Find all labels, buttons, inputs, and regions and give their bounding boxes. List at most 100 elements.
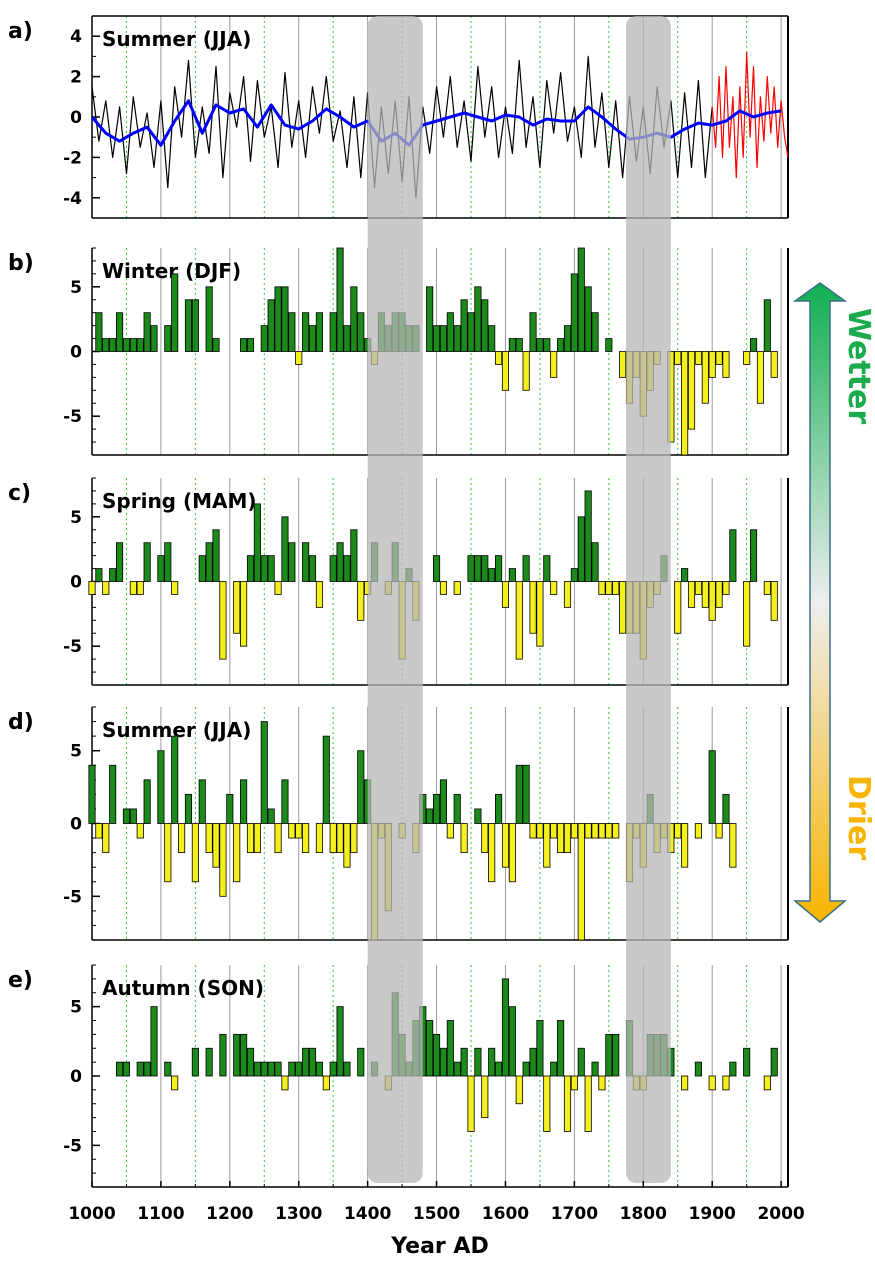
bar (763, 1075, 771, 1091)
bar (715, 581, 723, 608)
y-tick-label: 2 (70, 68, 82, 88)
x-tick-label: 1300 (275, 1204, 322, 1224)
y-tick-label: 0 (70, 1067, 82, 1087)
bar (122, 808, 131, 824)
y-tick-label: -4 (63, 189, 82, 209)
bar (722, 793, 730, 824)
panel-letter: e) (8, 968, 33, 993)
bar (246, 1047, 255, 1077)
bar (219, 823, 227, 897)
bar (577, 1047, 585, 1077)
bar (708, 581, 716, 621)
panel-title: Summer (JJA) (102, 27, 251, 51)
bar (515, 338, 523, 352)
bar (164, 823, 172, 883)
bar (88, 581, 96, 595)
bar (329, 823, 337, 854)
x-tick-label: 1100 (137, 1204, 184, 1224)
bar (694, 351, 702, 365)
bar (350, 823, 358, 854)
y-tick-label: 0 (70, 815, 82, 835)
bar (302, 823, 310, 854)
bar (467, 555, 475, 582)
bar (577, 823, 585, 941)
bar (584, 286, 592, 352)
bar (433, 1033, 441, 1077)
bar (522, 764, 530, 824)
bar (246, 823, 255, 854)
bar (267, 808, 275, 824)
bar (488, 1047, 496, 1077)
bar (508, 338, 516, 352)
bar (488, 325, 496, 352)
y-tick-label: -5 (63, 1136, 82, 1156)
bar (164, 1061, 172, 1077)
bar (460, 823, 468, 854)
bar (708, 750, 716, 824)
bar (240, 779, 248, 824)
bar (722, 581, 730, 595)
bar (439, 779, 447, 824)
bar (233, 1033, 241, 1077)
bar (722, 351, 730, 378)
bar (240, 581, 248, 647)
bar (763, 581, 771, 595)
bar (281, 779, 289, 824)
bar (315, 581, 323, 608)
bar (749, 529, 758, 582)
bar (253, 823, 261, 854)
bar (694, 1061, 702, 1077)
bar (543, 338, 551, 352)
bar (529, 823, 537, 839)
bar (536, 823, 544, 839)
bar (315, 312, 323, 352)
bar (515, 581, 523, 660)
bar (184, 793, 193, 824)
bar (191, 1047, 199, 1077)
bar (315, 823, 323, 854)
bar (570, 273, 578, 352)
bar (474, 1047, 482, 1077)
bar (598, 823, 606, 839)
bar (701, 351, 709, 404)
bar (343, 555, 351, 582)
bar (508, 568, 516, 582)
bar (501, 978, 510, 1077)
bar (95, 568, 103, 582)
bar (694, 823, 702, 839)
bar (426, 808, 434, 824)
bar (191, 823, 199, 883)
bar (129, 338, 137, 352)
bar (743, 581, 751, 647)
bar (612, 823, 620, 839)
bar (426, 286, 434, 352)
bar (453, 325, 461, 352)
bar (343, 1061, 351, 1077)
bar (274, 823, 282, 854)
bar (729, 529, 737, 582)
panel-letter: a) (8, 19, 33, 44)
panel-title: Spring (MAM) (102, 489, 257, 513)
bar (605, 338, 613, 352)
bar (543, 823, 551, 868)
panel-title: Autumn (SON) (102, 976, 264, 1000)
bar (233, 823, 241, 883)
bar (694, 581, 702, 595)
bar (164, 542, 172, 582)
bar (543, 555, 551, 582)
bar (467, 312, 475, 352)
bar (426, 1020, 434, 1077)
x-tick-label: 1800 (620, 1204, 667, 1224)
bar (474, 555, 482, 582)
bar (722, 1075, 730, 1091)
bar (522, 555, 530, 582)
bar (315, 1061, 323, 1077)
bar (474, 286, 482, 352)
panel-letter: c) (8, 481, 31, 506)
bar (446, 823, 454, 839)
bar (439, 325, 447, 352)
bar (619, 581, 627, 634)
bar (536, 1020, 544, 1077)
bar (198, 779, 206, 824)
bar (205, 542, 213, 582)
